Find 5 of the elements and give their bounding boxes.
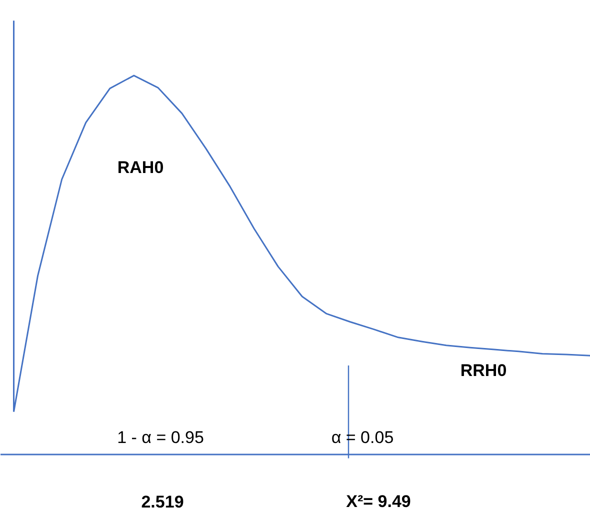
annotation: 1 - α = 0.95 — [117, 428, 204, 447]
text: X²= 9.49 — [346, 492, 411, 511]
annotation: RRH0 — [460, 361, 507, 380]
text: 2.519 — [141, 492, 184, 512]
annotation: RAH0 — [117, 158, 164, 177]
